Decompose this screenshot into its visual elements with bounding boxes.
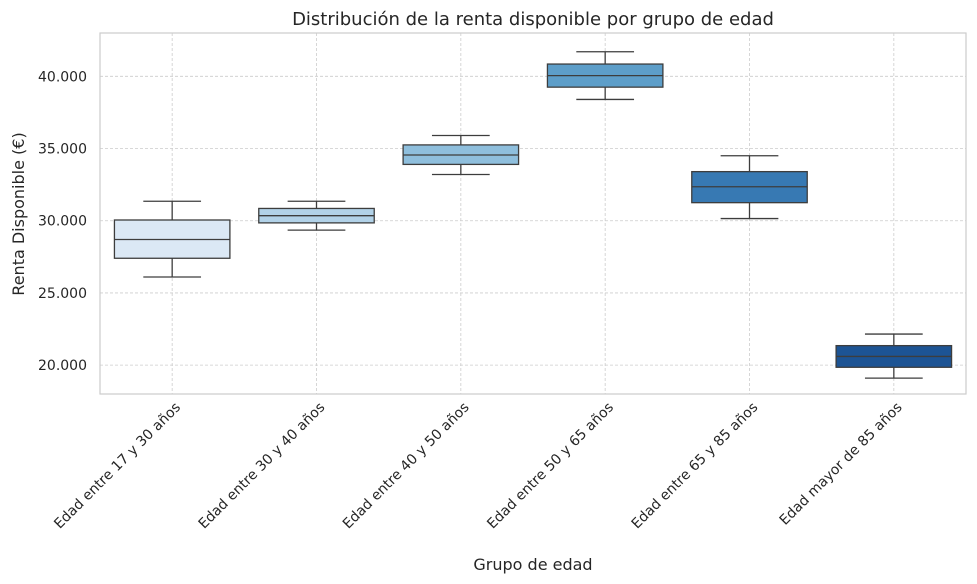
y-tick-label: 35.000 [38, 142, 87, 158]
grid [100, 33, 966, 394]
chart-title: Distribución de la renta disponible por … [292, 9, 774, 30]
x-tick-label: Edad entre 40 y 50 años [340, 400, 473, 533]
x-tick-label: Edad entre 50 y 65 años [484, 400, 617, 533]
box-group [691, 155, 808, 220]
x-tick-label: Edad entre 30 y 40 años [196, 400, 329, 533]
y-tick-labels: 20.000 25.000 30.000 35.000 40.000 [38, 69, 87, 374]
x-axis-title: Grupo de edad [473, 555, 592, 574]
box-group [546, 51, 664, 101]
plot-frame [99, 32, 967, 395]
y-tick-label: 20.000 [38, 358, 87, 374]
y-tick-label: 40.000 [38, 69, 87, 85]
y-tick-label: 25.000 [38, 286, 87, 302]
boxes [113, 51, 953, 379]
x-tick-label: Edad mayor de 85 años [777, 400, 906, 529]
box-group [258, 200, 375, 231]
x-tick-label: Edad entre 65 y 85 años [629, 400, 762, 533]
box-group [402, 134, 520, 176]
box-group [113, 200, 231, 278]
y-tick-label: 30.000 [38, 214, 87, 230]
y-axis-title: Renta Disponible (€) [9, 132, 28, 295]
x-tick-labels: Edad entre 17 y 30 años Edad entre 30 y 4… [51, 400, 905, 533]
x-tick-label: Edad entre 17 y 30 años [51, 400, 184, 533]
box-group [835, 333, 953, 379]
